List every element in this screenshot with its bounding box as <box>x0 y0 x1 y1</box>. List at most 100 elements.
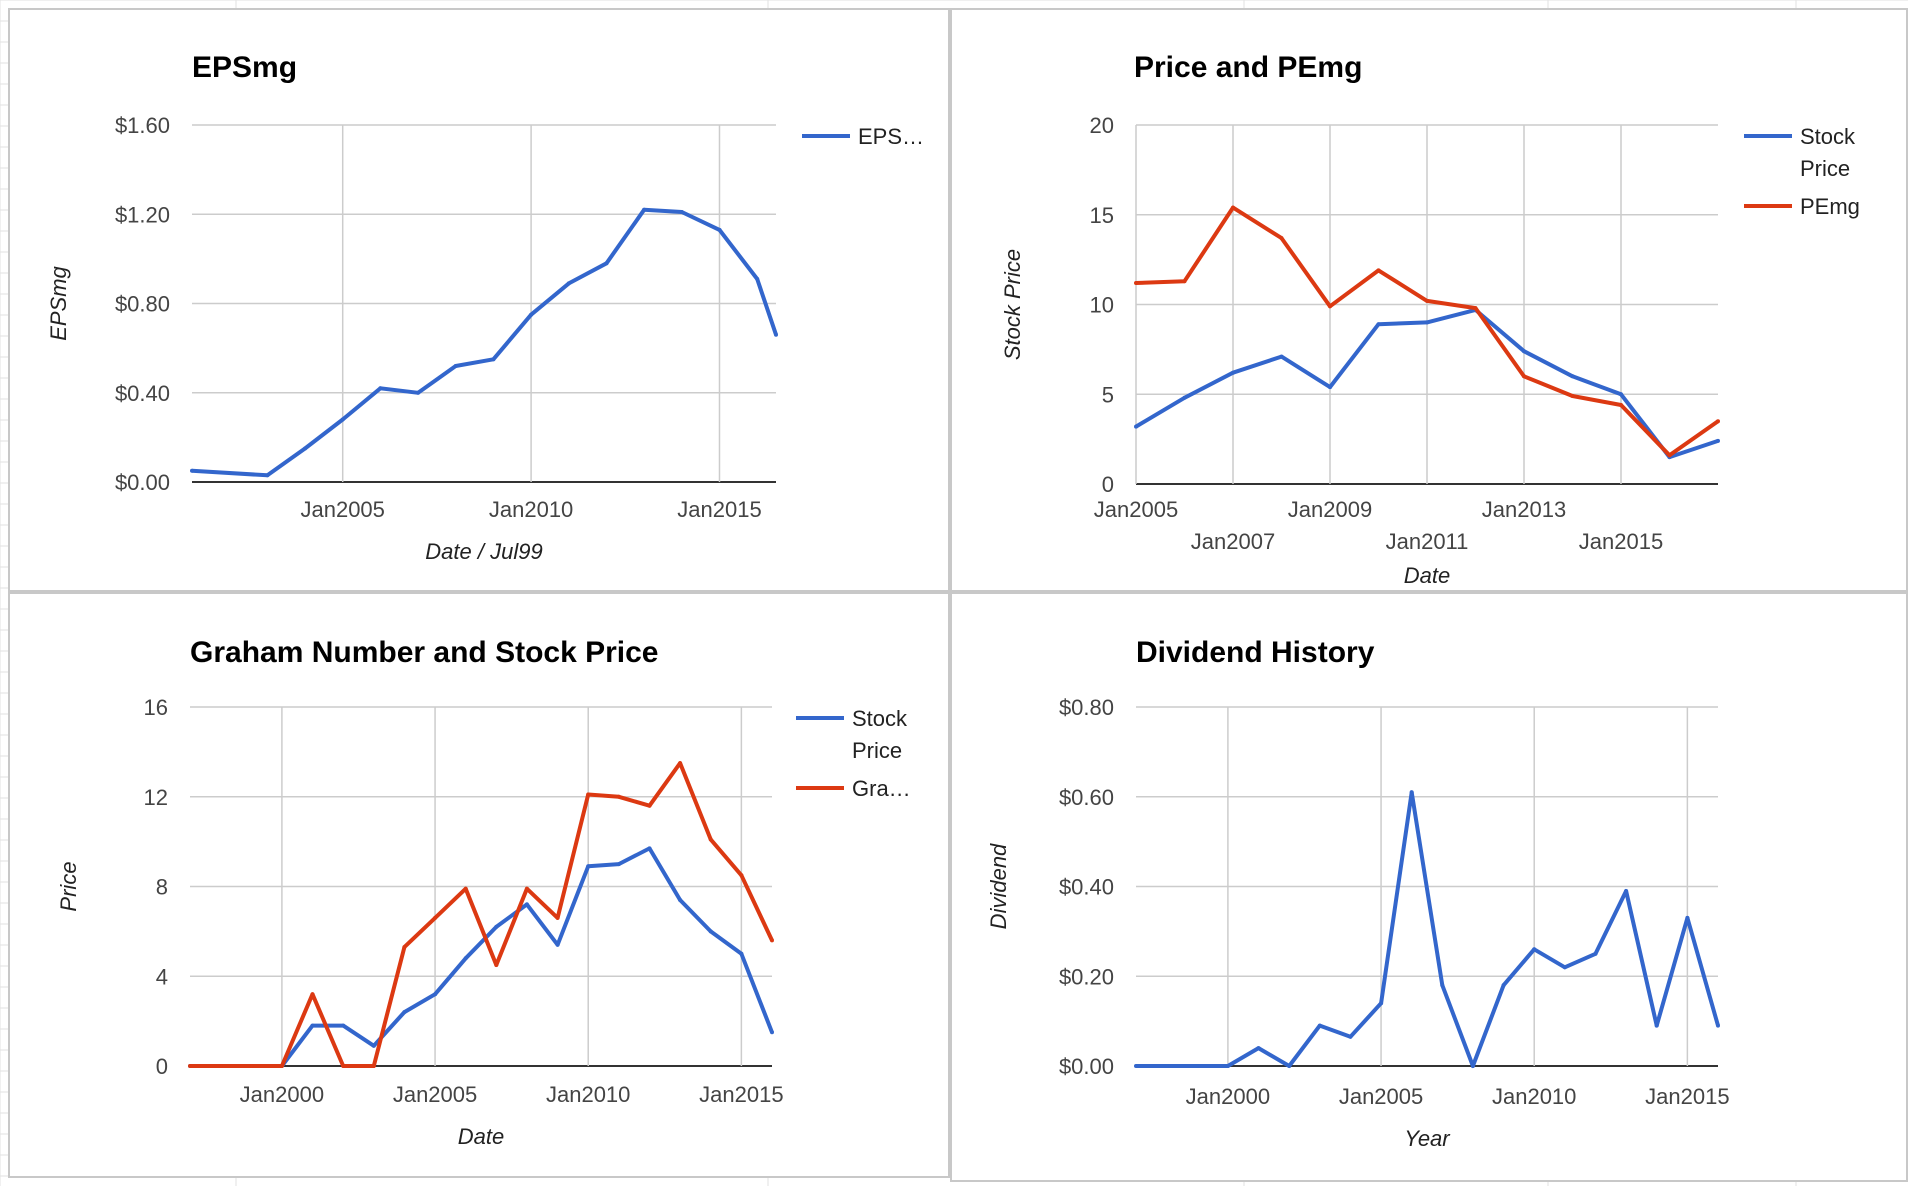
data-point[interactable] <box>1134 1064 1138 1068</box>
data-point[interactable] <box>218 1064 223 1068</box>
data-point[interactable] <box>402 1010 407 1015</box>
data-point[interactable] <box>1231 205 1235 210</box>
data-point[interactable] <box>1425 298 1429 303</box>
data-point[interactable] <box>378 386 383 391</box>
data-point[interactable] <box>1287 1064 1292 1068</box>
data-point[interactable] <box>310 992 315 997</box>
series-line-stock-price[interactable] <box>190 846 774 1068</box>
data-point[interactable] <box>708 837 713 842</box>
chart-panel-dividend[interactable]: Dividend History $0.00 $0.20 $0.40 $0.60 $0.8… <box>950 592 1908 1182</box>
data-point[interactable] <box>310 1023 315 1028</box>
data-point[interactable] <box>586 792 591 797</box>
data-point[interactable] <box>647 803 652 808</box>
data-point[interactable] <box>1348 1034 1353 1039</box>
data-point[interactable] <box>1654 1023 1659 1028</box>
data-point[interactable] <box>1440 983 1445 988</box>
data-point[interactable] <box>1522 374 1526 379</box>
data-point[interactable] <box>717 227 722 232</box>
data-point[interactable] <box>1279 236 1284 241</box>
data-point[interactable] <box>529 312 534 317</box>
data-point[interactable] <box>1328 304 1332 309</box>
data-point[interactable] <box>1376 268 1381 273</box>
data-point[interactable] <box>1532 947 1537 952</box>
data-point[interactable] <box>341 1023 346 1028</box>
data-point[interactable] <box>678 761 683 766</box>
legend-label[interactable]: Stock Price <box>852 706 908 763</box>
data-point[interactable] <box>491 357 496 362</box>
data-point[interactable] <box>1593 951 1598 956</box>
data-point[interactable] <box>1182 395 1187 400</box>
data-point[interactable] <box>770 938 774 943</box>
data-point[interactable] <box>1667 453 1672 458</box>
data-point[interactable] <box>1164 1064 1169 1068</box>
series-line-gra[interactable] <box>190 761 774 1068</box>
data-point[interactable] <box>739 873 744 878</box>
legend-label[interactable]: Gra… <box>852 776 911 801</box>
data-point[interactable] <box>265 473 270 478</box>
data-point[interactable] <box>1716 1023 1720 1028</box>
data-point[interactable] <box>1195 1064 1200 1068</box>
data-point[interactable] <box>642 207 647 212</box>
data-point[interactable] <box>1716 419 1720 424</box>
data-point[interactable] <box>1473 306 1478 311</box>
data-point[interactable] <box>190 468 194 473</box>
data-point[interactable] <box>586 864 591 869</box>
data-point[interactable] <box>1231 370 1235 375</box>
series-line-eps[interactable] <box>191 207 778 478</box>
data-point[interactable] <box>494 924 499 929</box>
data-point[interactable] <box>739 951 744 956</box>
data-point[interactable] <box>1562 965 1567 970</box>
data-point[interactable] <box>249 1064 254 1068</box>
data-point[interactable] <box>774 332 778 337</box>
data-point[interactable] <box>463 956 468 961</box>
data-point[interactable] <box>679 210 684 214</box>
data-point[interactable] <box>1716 438 1720 443</box>
data-point[interactable] <box>1685 915 1690 920</box>
data-point[interactable] <box>524 886 529 891</box>
data-point[interactable] <box>188 1064 192 1068</box>
data-point[interactable] <box>341 1064 346 1068</box>
data-point[interactable] <box>1570 374 1575 379</box>
data-point[interactable] <box>1379 1001 1384 1006</box>
data-point[interactable] <box>433 915 438 920</box>
data-point[interactable] <box>1470 1064 1475 1068</box>
data-point[interactable] <box>1501 983 1506 988</box>
legend-label[interactable]: Stock Price <box>1800 124 1856 181</box>
data-point[interactable] <box>1256 1046 1261 1051</box>
data-point[interactable] <box>1409 790 1414 795</box>
data-point[interactable] <box>1225 1064 1230 1068</box>
data-point[interactable] <box>555 942 560 947</box>
data-point[interactable] <box>1317 1023 1322 1028</box>
data-point[interactable] <box>371 1043 376 1048</box>
data-point[interactable] <box>1522 349 1526 354</box>
data-point[interactable] <box>371 1064 376 1068</box>
data-point[interactable] <box>1279 354 1284 359</box>
data-point[interactable] <box>1328 385 1332 390</box>
series-line-dividend[interactable] <box>1136 790 1720 1068</box>
data-point[interactable] <box>1376 322 1381 327</box>
data-point[interactable] <box>566 281 571 286</box>
data-point[interactable] <box>402 945 407 950</box>
chart-panel-epsmg[interactable]: EPSmg $0.00 $0.40 $0.80 $1.20 $1.60 Jan2005 Jan… <box>8 8 950 592</box>
data-point[interactable] <box>755 277 760 281</box>
data-point[interactable] <box>340 417 345 422</box>
data-point[interactable] <box>678 898 683 902</box>
chart-panel-price-pemg[interactable]: Price and PEmg 0 5 10 15 20 Jan2005 Jan2007 Jan2… <box>950 8 1908 592</box>
data-point[interactable] <box>494 963 499 967</box>
data-point[interactable] <box>1570 394 1575 398</box>
data-point[interactable] <box>1619 392 1623 397</box>
data-point[interactable] <box>1134 281 1138 285</box>
data-point[interactable] <box>708 929 713 934</box>
data-point[interactable] <box>463 886 468 891</box>
chart-panel-graham[interactable]: Graham Number and Stock Price 0 4 8 12 16 Jan2… <box>8 592 950 1178</box>
data-point[interactable] <box>1134 424 1138 429</box>
data-point[interactable] <box>555 915 560 920</box>
data-point[interactable] <box>647 846 652 851</box>
data-point[interactable] <box>453 364 458 368</box>
legend-label[interactable]: PEmg <box>1800 194 1860 219</box>
data-point[interactable] <box>770 1030 774 1035</box>
data-point[interactable] <box>524 902 529 907</box>
data-point[interactable] <box>604 261 609 266</box>
data-point[interactable] <box>279 1064 284 1068</box>
data-point[interactable] <box>1182 279 1187 284</box>
